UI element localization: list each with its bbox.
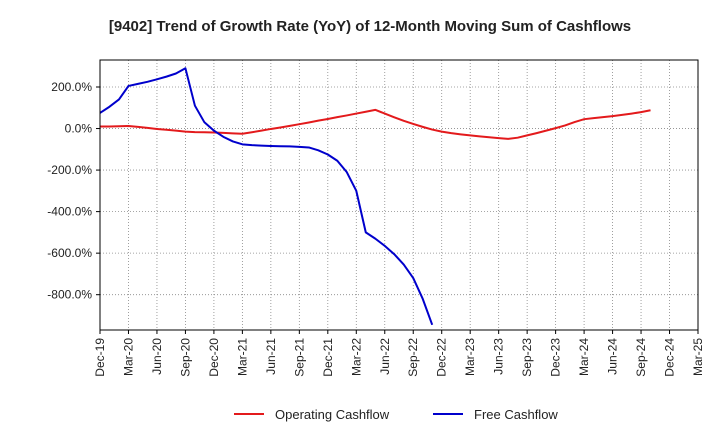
x-tick-label: Sep-24 bbox=[634, 338, 648, 377]
x-tick-label: Dec-23 bbox=[549, 338, 563, 377]
x-tick-label: Mar-24 bbox=[577, 338, 591, 376]
x-tick-label: Mar-25 bbox=[691, 338, 705, 376]
plot-area-border bbox=[99, 59, 699, 331]
series-line-free-cashflow bbox=[99, 67, 434, 326]
x-tick-label: Sep-22 bbox=[406, 338, 420, 377]
series-layer bbox=[99, 67, 651, 326]
x-axis: Dec-19 Mar-20 Jun-20 Sep-20 Dec-20 Mar-21 Jun-… bbox=[93, 330, 705, 377]
y-tick-label: 0.0% bbox=[65, 122, 93, 136]
y-tick-label: -600.0% bbox=[47, 246, 92, 260]
x-tick-label: Dec-19 bbox=[93, 338, 107, 377]
x-tick-label: Dec-21 bbox=[321, 338, 335, 377]
y-tick-label: -400.0% bbox=[47, 205, 92, 219]
x-tick-label: Dec-22 bbox=[435, 338, 449, 377]
series-line-operating-cashflow bbox=[100, 108, 651, 140]
x-tick-label: Mar-23 bbox=[463, 338, 477, 376]
x-tick-label: Sep-20 bbox=[178, 338, 192, 377]
x-tick-label: Sep-21 bbox=[292, 338, 306, 377]
chart-title: [9402] Trend of Growth Rate (YoY) of 12-… bbox=[109, 18, 631, 35]
y-tick-label: 200.0% bbox=[51, 80, 92, 94]
y-tick-label: -200.0% bbox=[47, 163, 92, 177]
x-tick-label: Jun-22 bbox=[378, 338, 392, 375]
x-tick-label: Sep-23 bbox=[520, 338, 534, 377]
legend-label-free-cashflow: Free Cashflow bbox=[474, 407, 558, 422]
x-tick-label: Jun-24 bbox=[606, 338, 620, 375]
grid bbox=[99, 60, 699, 330]
y-axis: 200.0% 0.0% -200.0% -400.0% -600.0% -800.0% bbox=[47, 80, 100, 302]
legend-label-operating-cashflow: Operating Cashflow bbox=[275, 407, 390, 422]
x-tick-label: Mar-21 bbox=[235, 338, 249, 376]
x-tick-label: Mar-20 bbox=[121, 338, 135, 376]
x-tick-label: Dec-24 bbox=[663, 338, 677, 377]
legend: Operating Cashflow Free Cashflow bbox=[234, 407, 558, 422]
x-tick-label: Dec-20 bbox=[207, 338, 221, 377]
x-tick-label: Jun-21 bbox=[264, 338, 278, 375]
x-tick-label: Mar-22 bbox=[349, 338, 363, 376]
x-tick-label: Jun-23 bbox=[492, 338, 506, 375]
x-tick-label: Jun-20 bbox=[150, 338, 164, 375]
y-tick-label: -800.0% bbox=[47, 288, 92, 302]
